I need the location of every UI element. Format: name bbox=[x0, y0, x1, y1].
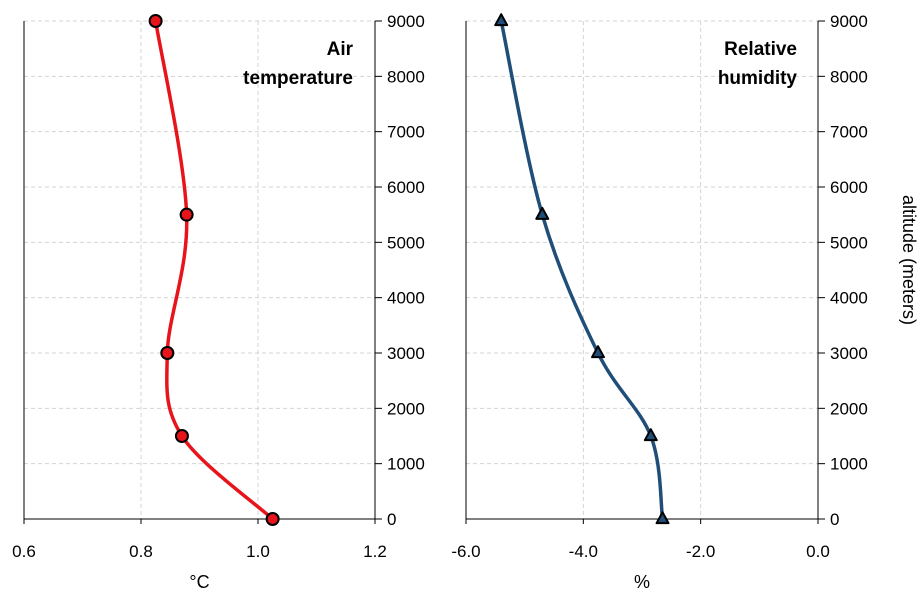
y-tick-label: 9000 bbox=[387, 12, 425, 31]
x-tick-label: -2.0 bbox=[686, 542, 715, 561]
chart-panel-1: 0 1000 2000 3000 4000 5000 6000 7000 8000 9000 0.6… bbox=[12, 12, 425, 592]
data-point-marker bbox=[148, 14, 163, 28]
y-tick-label: 8000 bbox=[830, 67, 868, 86]
y-tick-label: 1000 bbox=[830, 455, 868, 474]
y-tick-label: 4000 bbox=[830, 289, 868, 308]
y-tick-label: 9000 bbox=[830, 12, 868, 31]
chart-panel-2: 0 1000 2000 3000 4000 5000 6000 7000 8000 9000 -6.… bbox=[451, 12, 919, 592]
panel-title: Relative humidity bbox=[718, 39, 798, 89]
y-tick-label: 7000 bbox=[830, 123, 868, 142]
x-tick-label: 0.6 bbox=[12, 542, 36, 561]
series-line bbox=[153, 20, 274, 521]
y-tick-label: 4000 bbox=[387, 289, 425, 308]
x-tick-label: -4.0 bbox=[569, 542, 598, 561]
panel-title: Air temperature bbox=[243, 39, 353, 89]
data-point-marker bbox=[643, 428, 658, 442]
y-tick-label: 8000 bbox=[387, 67, 425, 86]
data-point-marker bbox=[494, 13, 509, 27]
y-tick-label: 2000 bbox=[830, 399, 868, 418]
y-tick-label: 3000 bbox=[830, 344, 868, 363]
y-tick-label: 3000 bbox=[387, 344, 425, 363]
x-tick-label: 0.0 bbox=[806, 542, 830, 561]
y-tick-label: 0 bbox=[387, 510, 396, 529]
y-tick-label: 1000 bbox=[387, 455, 425, 474]
data-point-marker bbox=[179, 207, 194, 222]
y-axis-title: altitude (meters) bbox=[899, 195, 919, 325]
data-point-marker bbox=[174, 429, 189, 443]
y-tick-label: 0 bbox=[830, 510, 839, 529]
data-point-marker bbox=[655, 511, 670, 525]
data-point-marker bbox=[591, 345, 605, 359]
data-point-marker bbox=[160, 346, 175, 360]
y-tick-label: 7000 bbox=[387, 123, 425, 142]
x-tick-label: 0.8 bbox=[129, 542, 153, 561]
data-point-marker bbox=[265, 512, 280, 526]
y-tick-label: 6000 bbox=[387, 178, 425, 197]
series-line bbox=[499, 20, 665, 520]
x-tick-label: 1.2 bbox=[363, 542, 387, 561]
x-tick-label: 1.0 bbox=[246, 542, 270, 561]
y-tick-label: 2000 bbox=[387, 399, 425, 418]
y-tick-label: 5000 bbox=[830, 233, 868, 252]
y-tick-label: 5000 bbox=[387, 233, 425, 252]
x-tick-label: -6.0 bbox=[451, 542, 480, 561]
x-axis-title: °C bbox=[189, 572, 209, 592]
y-tick-label: 6000 bbox=[830, 178, 868, 197]
x-axis-title: % bbox=[634, 572, 650, 592]
data-point-marker bbox=[535, 206, 550, 220]
